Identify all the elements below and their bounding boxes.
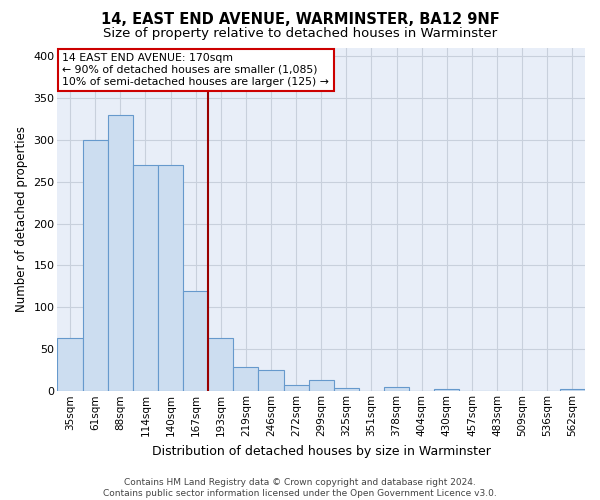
Text: Size of property relative to detached houses in Warminster: Size of property relative to detached ho… xyxy=(103,27,497,40)
Bar xyxy=(133,165,158,392)
Bar xyxy=(334,388,359,392)
Bar xyxy=(284,384,308,392)
Bar xyxy=(183,290,208,392)
Bar xyxy=(83,140,108,392)
Bar xyxy=(233,367,259,392)
Text: Contains HM Land Registry data © Crown copyright and database right 2024.
Contai: Contains HM Land Registry data © Crown c… xyxy=(103,478,497,498)
Bar xyxy=(434,388,460,392)
X-axis label: Distribution of detached houses by size in Warminster: Distribution of detached houses by size … xyxy=(152,444,491,458)
Text: 14 EAST END AVENUE: 170sqm
← 90% of detached houses are smaller (1,085)
10% of s: 14 EAST END AVENUE: 170sqm ← 90% of deta… xyxy=(62,54,329,86)
Bar xyxy=(158,165,183,392)
Y-axis label: Number of detached properties: Number of detached properties xyxy=(15,126,28,312)
Bar xyxy=(308,380,334,392)
Bar xyxy=(384,387,409,392)
Text: 14, EAST END AVENUE, WARMINSTER, BA12 9NF: 14, EAST END AVENUE, WARMINSTER, BA12 9N… xyxy=(101,12,499,28)
Bar xyxy=(58,338,83,392)
Bar xyxy=(208,338,233,392)
Bar xyxy=(560,388,585,392)
Bar xyxy=(259,370,284,392)
Bar xyxy=(108,114,133,392)
